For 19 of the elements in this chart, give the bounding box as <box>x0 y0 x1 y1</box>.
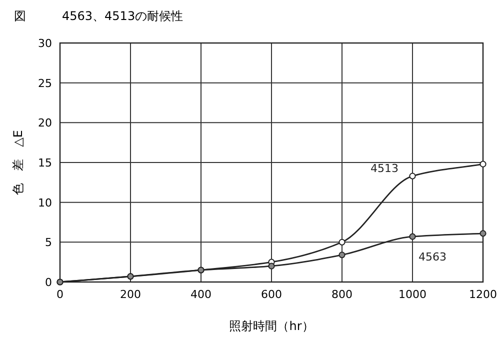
x-tick-label: 800 <box>332 288 352 301</box>
x-tick-label: 600 <box>261 288 282 301</box>
x-tick-label: 1200 <box>469 288 497 301</box>
x-tick-label: 1000 <box>398 288 426 301</box>
y-axis-title: 色 差 △E <box>11 130 25 195</box>
y-tick-label: 15 <box>38 156 52 170</box>
x-tick-label: 400 <box>190 288 212 301</box>
x-tick-label: 0 <box>56 288 64 301</box>
y-tick-label: 25 <box>38 76 52 90</box>
chart-title: 図 4563、4513の耐候性 <box>14 9 184 23</box>
y-tick-label: 0 <box>45 276 52 289</box>
series-label: 4563 <box>418 250 446 264</box>
y-tick-label: 5 <box>45 236 52 250</box>
x-tick-label: 200 <box>120 288 141 301</box>
y-tick-label: 20 <box>38 116 52 130</box>
series-label: 4513 <box>370 162 398 176</box>
y-tick-label: 10 <box>38 196 52 210</box>
x-axis-title: 照射時間（hr） <box>229 319 314 333</box>
y-tick-label: 30 <box>38 37 52 50</box>
